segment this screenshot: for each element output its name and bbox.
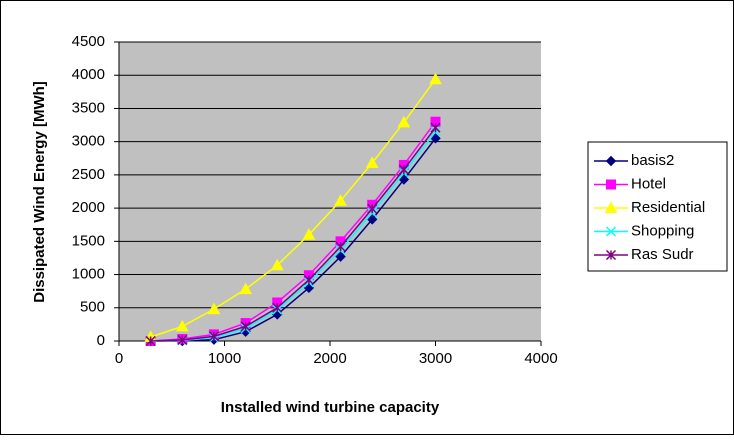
y-tick-label: 4000 (72, 66, 105, 83)
y-tick-label: 2500 (72, 166, 105, 183)
x-tick-label: 2000 (313, 350, 346, 367)
marker (240, 321, 251, 332)
marker (239, 282, 252, 295)
legend-label: basis2 (631, 152, 674, 169)
series-line (150, 137, 437, 342)
marker (605, 226, 617, 237)
marker (208, 331, 219, 342)
marker (207, 302, 221, 315)
marker (429, 72, 442, 85)
marker (605, 249, 617, 261)
marker (430, 133, 441, 144)
marker (397, 115, 411, 128)
marker (270, 258, 284, 271)
x-tick-label: 3000 (419, 350, 452, 367)
x-tick-label: 4000 (524, 350, 557, 367)
x-tick-label: 0 (115, 350, 123, 367)
y-tick-label: 3000 (72, 133, 105, 150)
marker (430, 122, 441, 133)
marker (335, 251, 346, 262)
marker (177, 334, 188, 346)
marker (175, 319, 189, 332)
y-tick-label: 1000 (72, 266, 105, 283)
series-line (150, 121, 437, 342)
series-line (150, 131, 437, 342)
marker (302, 228, 316, 240)
y-tick-label: 2000 (72, 199, 105, 216)
series-line (150, 78, 437, 338)
legend-label: Residential (631, 199, 705, 216)
marker (334, 194, 347, 206)
y-tick-label: 3500 (72, 99, 105, 116)
marker (398, 164, 409, 175)
marker (604, 201, 618, 213)
marker (605, 155, 617, 167)
x-axis-title: Installed wind turbine capacity (221, 399, 440, 416)
series-line (150, 127, 437, 342)
marker (272, 302, 283, 313)
marker (367, 203, 378, 214)
marker (366, 214, 378, 225)
marker (303, 274, 314, 285)
y-axis-title: Dissipated Wind Energy [MWh] (31, 81, 48, 303)
y-tick-label: 4500 (72, 33, 105, 50)
legend-label: Ras Sudr (631, 246, 694, 263)
marker (398, 174, 410, 185)
plot-area (119, 42, 541, 341)
y-tick-label: 500 (80, 299, 105, 316)
marker (365, 156, 379, 168)
y-tick-label: 0 (97, 332, 105, 349)
marker (335, 241, 346, 252)
legend-label: Shopping (631, 222, 694, 239)
legend-label: Hotel (631, 175, 666, 192)
y-tick-label: 1500 (72, 232, 105, 249)
marker (606, 179, 616, 190)
marker (145, 335, 156, 347)
x-tick-label: 1000 (208, 350, 241, 367)
